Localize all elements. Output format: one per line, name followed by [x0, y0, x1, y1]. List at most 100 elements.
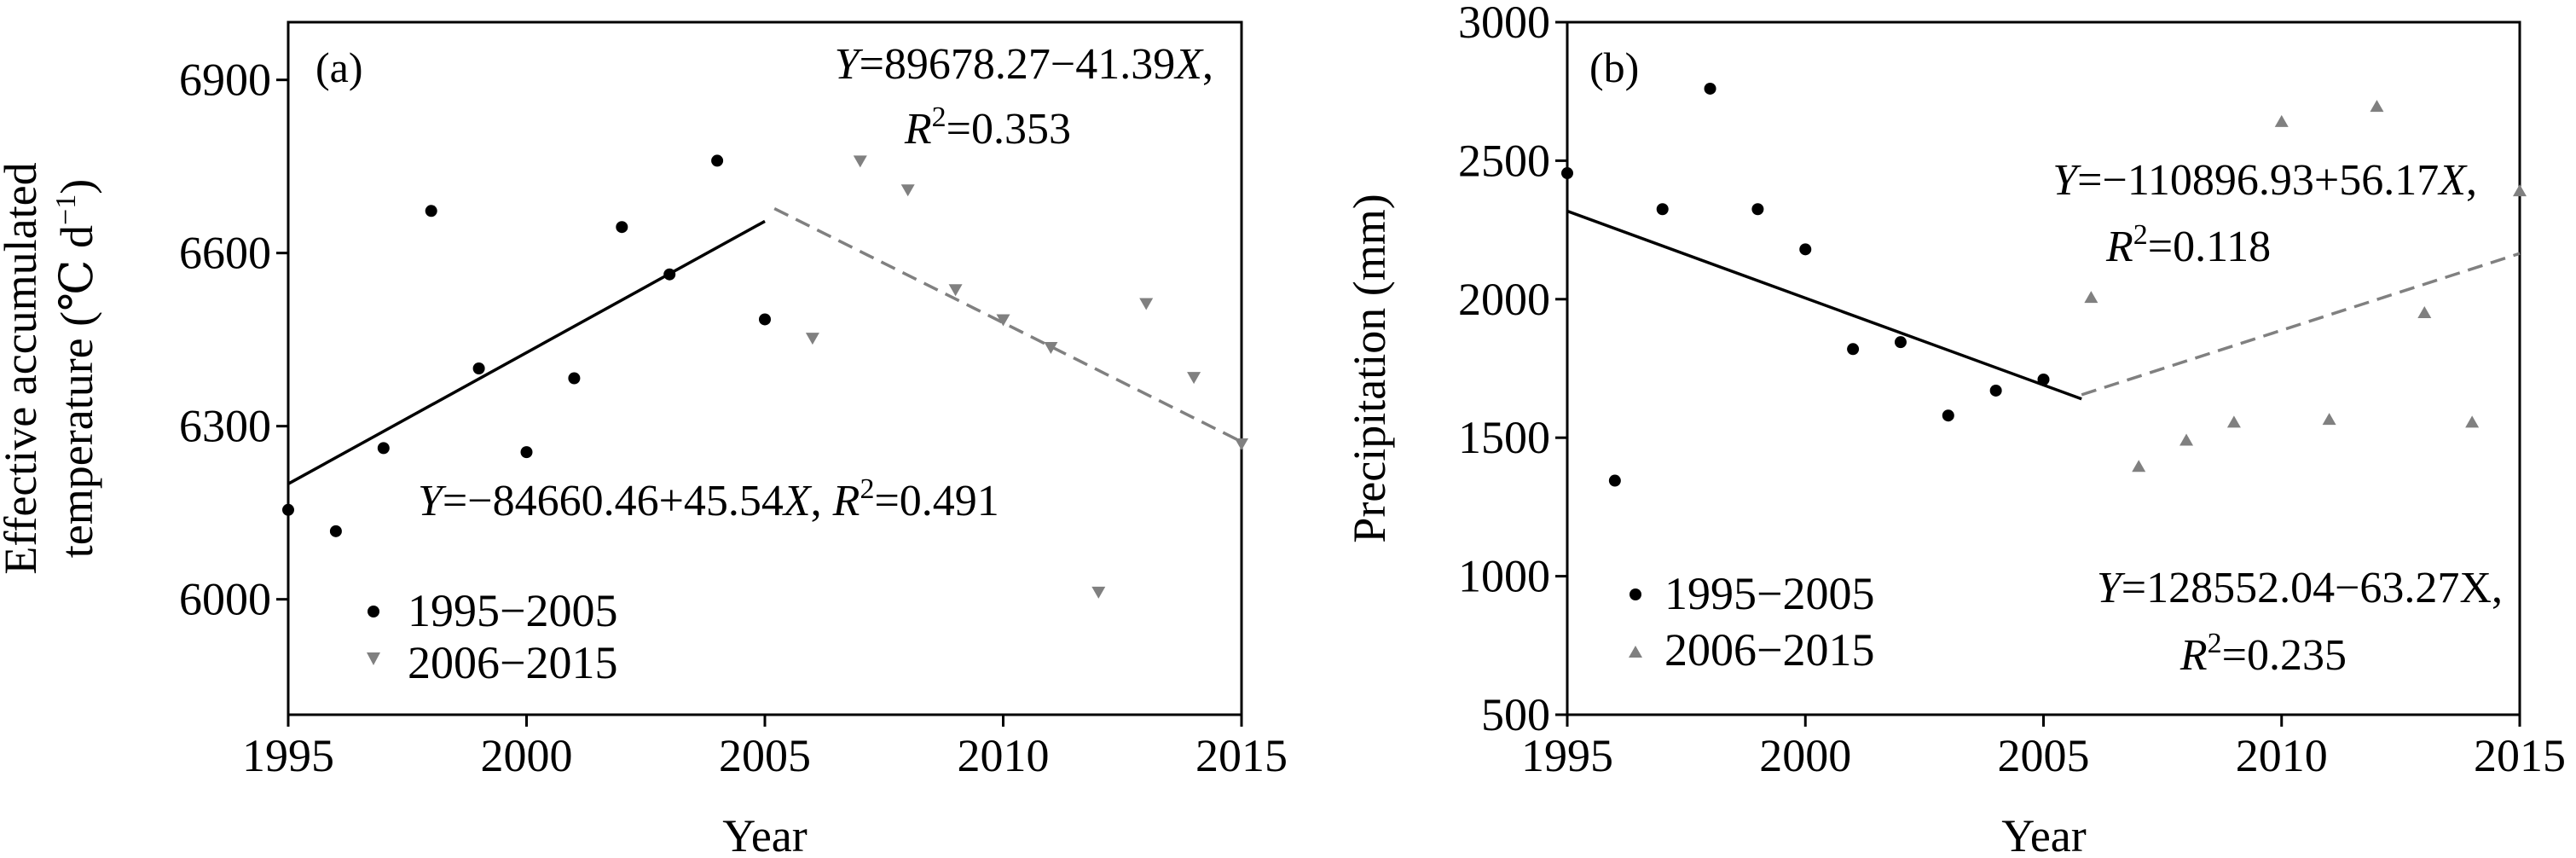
y-tick-label-b-3000: 3000 [1458, 0, 1550, 48]
legend-label-b-1995: 1995−2005 [1664, 568, 1874, 619]
y-tick-label-b-1000: 1000 [1458, 551, 1550, 602]
equation-1995-b: Y=128552.04−63.27X, [2097, 564, 2503, 612]
axis-label-y-a-line2: temperature (℃ d−1) [50, 179, 102, 558]
point-a-2014 [1187, 372, 1201, 385]
point-b-2003 [1942, 409, 1954, 422]
x-tick-label-a-1995: 1995 [242, 730, 334, 781]
point-b-1999 [1751, 203, 1764, 216]
point-b-2002 [1894, 336, 1907, 349]
x-tick-label-a-2005: 2005 [719, 730, 811, 781]
fit-line-b-series-1 [2081, 252, 2521, 397]
point-b-2000 [1799, 243, 1812, 256]
point-a-2004 [711, 154, 724, 167]
point-a-2011 [1044, 341, 1058, 354]
ticks-b: 1995 2000 2005 2010 2015 500 1000 1500 2000 2500 3… [1458, 0, 2566, 781]
axis-label-x-b: Year [2001, 810, 2087, 858]
point-a-2001 [568, 372, 581, 385]
legend-label-b-2006: 2006−2015 [1664, 624, 1874, 675]
point-b-2013 [2417, 306, 2432, 319]
equation-2006-a: Y=89678.27−41.39X, [835, 40, 1213, 89]
panel-b: 1995 2000 2005 2010 2015 500 1000 1500 2000 2500 3… [1344, 0, 2566, 858]
panel-label-b: (b) [1589, 43, 1639, 91]
point-a-2003 [663, 268, 676, 281]
panel-label-a: (a) [315, 43, 363, 91]
y-tick-label-b-500: 500 [1481, 689, 1550, 740]
r-squared-1995-b: R2=0.235 [2179, 628, 2347, 680]
x-tick-label-b-2015: 2015 [2474, 730, 2566, 781]
fit-lines-b [1566, 209, 2521, 401]
point-a-1995 [282, 503, 294, 516]
axis-label-y-a-line1: Effective accumulated [0, 162, 46, 574]
point-b-2004 [1989, 384, 2002, 397]
axis-label-y-a: Effective accumulated temperature (℃ d−1… [0, 162, 102, 574]
fit-line-a-series-1 [773, 206, 1242, 443]
point-b-2008 [2179, 433, 2194, 446]
point-a-2006 [805, 333, 819, 345]
point-a-2015 [1235, 438, 1248, 450]
point-a-1996 [329, 525, 342, 537]
point-b-2012 [2370, 100, 2384, 113]
x-tick-label-b-1995: 1995 [1521, 730, 1613, 781]
point-b-2005 [2037, 373, 2050, 386]
point-a-2005 [759, 313, 771, 326]
y-tick-label-b-1500: 1500 [1458, 412, 1550, 463]
point-a-2013 [1139, 298, 1154, 310]
x-tick-label-b-2005: 2005 [1998, 730, 2090, 781]
point-b-2014 [2465, 415, 2480, 428]
fit-line-b-series-0 [1566, 209, 2082, 401]
axis-label-y-b: Precipitation (mm) [1344, 194, 1395, 542]
points-a [282, 154, 1248, 599]
point-a-1998 [425, 205, 437, 217]
point-b-1996 [1608, 474, 1621, 487]
y-tick-label-b-2500: 2500 [1458, 135, 1550, 186]
r-squared-2006-b: R2=0.118 [2105, 219, 2271, 271]
point-a-2010 [996, 314, 1010, 327]
ticks-a: 1995 2000 2005 2010 2015 6000 6300 6600 6900 [179, 55, 1288, 781]
x-tick-label-a-2010: 2010 [958, 730, 1050, 781]
point-b-2006 [2084, 291, 2098, 304]
y-tick-label-a-6000: 6000 [179, 574, 271, 625]
r-squared-2006-a: R2=0.353 [904, 101, 1071, 154]
legend-b: 1995−2005 2006−2015 [1629, 568, 1874, 675]
legend-marker-b-2006 [1629, 646, 1642, 658]
equation-2006-b: Y=−110896.93+56.17X, [2052, 156, 2477, 205]
point-a-1997 [377, 442, 390, 455]
legend-marker-a-1995 [368, 606, 379, 617]
y-tick-label-a-6600: 6600 [179, 228, 271, 279]
x-tick-label-b-2010: 2010 [2236, 730, 2328, 781]
legend-label-a-1995: 1995−2005 [408, 585, 617, 636]
y-tick-label-a-6300: 6300 [179, 401, 271, 452]
point-a-1999 [472, 362, 485, 374]
point-b-1997 [1656, 203, 1669, 216]
y-tick-label-b-2000: 2000 [1458, 274, 1550, 325]
point-b-2010 [2274, 114, 2289, 127]
fit-line-a-series-0 [287, 219, 766, 485]
point-b-2007 [2132, 460, 2146, 472]
x-tick-label-a-2015: 2015 [1195, 730, 1288, 781]
x-tick-label-b-2000: 2000 [1759, 730, 1851, 781]
point-a-2002 [616, 221, 628, 234]
equation-1995-a: Y=−84660.46+45.54X, R2=0.491 [418, 473, 999, 525]
fit-lines-a [287, 206, 1242, 485]
legend-label-a-2006: 2006−2015 [408, 637, 617, 688]
point-b-2015 [2513, 184, 2527, 197]
point-a-2000 [520, 446, 533, 459]
x-tick-label-a-2000: 2000 [481, 730, 573, 781]
point-b-1998 [1704, 82, 1716, 95]
panel-a: 1995 2000 2005 2010 2015 6000 6300 6600 6900 (a)… [0, 20, 1288, 858]
point-a-2009 [948, 284, 963, 297]
legend-marker-b-1995 [1630, 588, 1641, 600]
y-tick-label-a-6900: 6900 [179, 55, 271, 106]
point-a-2012 [1091, 586, 1106, 599]
point-a-2008 [900, 184, 915, 197]
axis-label-x-a: Year [722, 810, 808, 858]
legend-marker-a-2006 [367, 652, 380, 665]
points-b [1561, 82, 2527, 487]
point-b-2009 [2226, 415, 2241, 428]
point-b-1995 [1561, 167, 1573, 180]
legend-a: 1995−2005 2006−2015 [367, 585, 617, 688]
point-b-2001 [1847, 343, 1860, 356]
point-b-2011 [2322, 413, 2336, 426]
point-a-2007 [853, 155, 867, 168]
